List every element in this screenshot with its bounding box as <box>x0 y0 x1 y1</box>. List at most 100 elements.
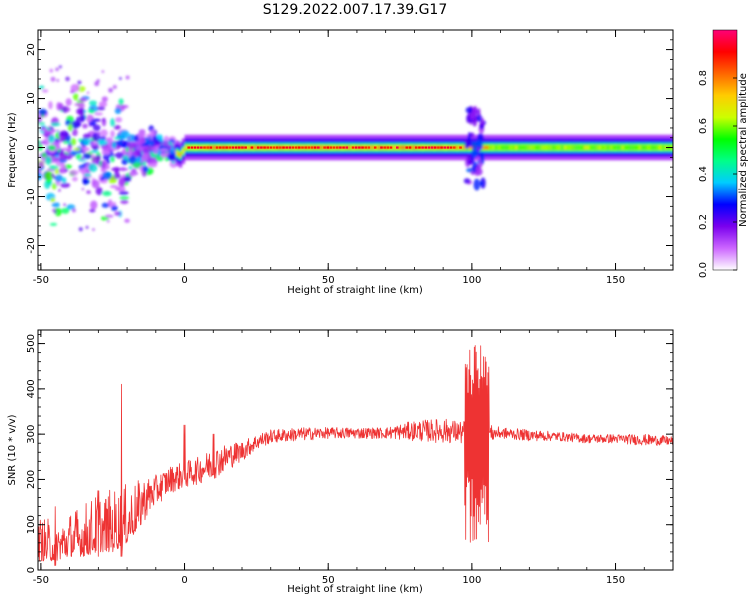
heat-cell <box>113 136 122 140</box>
heat-cell <box>397 146 401 150</box>
heat-cell <box>42 89 49 93</box>
heat-cell <box>66 107 71 112</box>
heat-cell <box>104 214 114 218</box>
heat-cell <box>635 146 640 150</box>
heat-cell <box>463 178 471 184</box>
heat-cell <box>471 146 478 159</box>
heat-cell <box>118 178 126 187</box>
heat-cell <box>532 146 536 150</box>
heat-cell <box>56 79 60 82</box>
heat-cell <box>460 146 464 150</box>
heat-cell <box>101 171 112 180</box>
heat-cell <box>122 141 125 145</box>
heat-cell <box>644 146 648 150</box>
heat-cell <box>592 146 597 150</box>
heat-cell <box>618 146 622 150</box>
heat-cell <box>91 179 100 189</box>
colorbar-label: Normalized spectral amplitude <box>738 73 749 227</box>
heat-cell <box>118 174 122 178</box>
y-tick-label: -20 <box>26 237 37 253</box>
heat-cell <box>583 146 588 150</box>
heat-cell <box>58 65 62 69</box>
heat-cell <box>142 153 149 162</box>
heat-cell <box>101 151 111 155</box>
heat-cell <box>63 203 67 207</box>
heat-cell <box>41 152 47 158</box>
heat-cell <box>38 108 48 116</box>
colorbar-frame <box>712 29 738 271</box>
heat-cell <box>207 146 211 150</box>
heat-cell <box>83 173 92 177</box>
heat-cell <box>123 175 132 183</box>
x-tick-label: 100 <box>462 275 481 286</box>
heat-cell <box>520 146 525 150</box>
heat-cell <box>50 76 56 82</box>
heat-cell <box>673 141 676 154</box>
heat-cell <box>655 146 660 150</box>
top-panel: -50 0 50 100 150 -20 -10 0 10 20 Height of straig… <box>7 29 676 296</box>
heat-cell <box>88 163 98 173</box>
heat-cell <box>57 188 61 192</box>
heat-cell <box>109 184 118 189</box>
heat-cell <box>110 130 115 138</box>
heat-cell <box>589 146 594 150</box>
heat-cell <box>500 146 505 150</box>
colorbar-gradient <box>713 30 737 270</box>
heat-cell <box>149 129 156 139</box>
heat-cell <box>535 146 539 150</box>
heat-cell <box>494 146 499 150</box>
heat-cell <box>546 146 551 150</box>
heat-cell <box>400 146 404 150</box>
heat-cell <box>143 145 154 151</box>
heat-cell <box>71 208 76 213</box>
heat-cell <box>598 146 602 150</box>
snr-series-line <box>38 345 673 566</box>
heat-cell <box>100 168 106 173</box>
heat-cell <box>82 133 91 139</box>
heat-cell <box>151 153 159 157</box>
heat-cell <box>77 80 82 85</box>
heat-cell <box>595 146 599 150</box>
heat-cell <box>558 146 562 150</box>
heat-cell <box>661 146 665 150</box>
heat-cell <box>55 174 63 183</box>
heat-cell <box>641 146 645 150</box>
heat-cell <box>115 116 123 123</box>
heat-cell <box>128 172 136 177</box>
heat-cell <box>51 202 60 208</box>
heat-cell <box>77 168 88 173</box>
heat-cell <box>152 136 157 140</box>
heat-cell <box>86 91 90 95</box>
heat-cell <box>578 146 582 150</box>
heat-cell <box>118 98 124 106</box>
heat-cell <box>124 218 130 223</box>
heat-cell <box>391 146 395 150</box>
heat-cell <box>113 125 121 130</box>
heat-cell <box>40 127 49 132</box>
heat-cell <box>50 197 56 203</box>
heat-cell <box>73 147 81 151</box>
heat-cell <box>79 97 87 102</box>
heat-cell <box>270 146 275 150</box>
heat-cell <box>673 138 676 157</box>
heat-cell <box>58 152 68 161</box>
heat-cell <box>114 107 122 115</box>
heat-cell <box>509 146 513 150</box>
heat-cell <box>65 98 72 106</box>
heat-cell <box>647 146 651 150</box>
top-y-axis-label: Frequency (Hz) <box>7 112 18 188</box>
heat-cell <box>88 108 95 114</box>
heat-cell <box>476 133 484 142</box>
heat-cell <box>133 134 140 142</box>
heat-cell <box>475 139 482 149</box>
heat-cell <box>115 141 124 145</box>
heat-cell <box>175 151 180 155</box>
y-tick-label: 200 <box>26 470 37 489</box>
heat-cell <box>99 136 107 141</box>
heat-cell <box>85 169 90 173</box>
heat-cell <box>75 153 83 160</box>
x-tick-label: 0 <box>181 275 187 286</box>
y-tick-label: 400 <box>26 379 37 398</box>
heat-cell <box>96 106 106 111</box>
heat-cell <box>454 146 459 150</box>
